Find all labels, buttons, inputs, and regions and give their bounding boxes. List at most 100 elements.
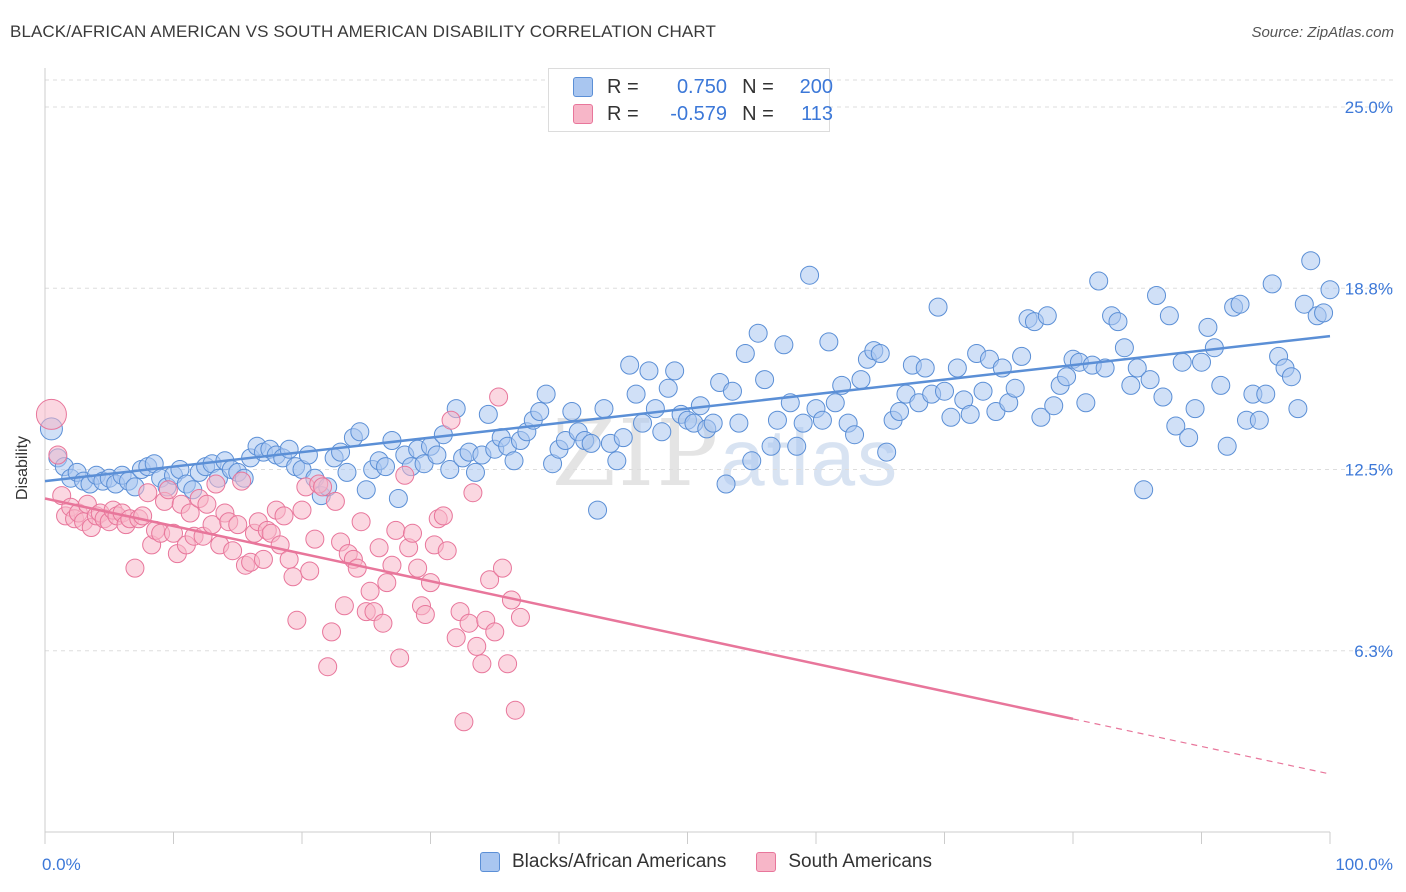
data-point: [1134, 480, 1154, 500]
trend-line-extrapolated: [1072, 718, 1331, 775]
data-point: [1121, 375, 1141, 395]
data-point: [180, 503, 200, 523]
data-point: [652, 422, 672, 442]
data-point: [851, 370, 871, 390]
data-point: [459, 613, 479, 633]
data-point: [325, 491, 345, 511]
data-point: [467, 636, 487, 656]
data-point: [1249, 410, 1269, 430]
data-point: [1198, 317, 1218, 337]
data-point: [373, 613, 393, 633]
data-point: [48, 445, 68, 465]
data-point: [1044, 396, 1064, 416]
data-point: [377, 573, 397, 593]
data-point: [1057, 367, 1077, 387]
y-tick-label: 12.5%: [1345, 461, 1393, 480]
data-point: [1159, 306, 1179, 326]
y-tick-label: 25.0%: [1345, 98, 1393, 117]
legend-r-value: 0.750: [676, 75, 727, 98]
data-point: [716, 474, 736, 494]
data-point: [138, 483, 158, 503]
data-point: [581, 433, 601, 453]
legend-r-label: R =: [607, 75, 639, 98]
data-point: [819, 332, 839, 352]
legend-row-blacks: R = 0.750 N = 200: [573, 75, 833, 99]
data-point: [390, 648, 410, 668]
data-point: [408, 558, 428, 578]
data-point: [890, 402, 910, 421]
data-point: [386, 520, 406, 540]
data-point: [1114, 338, 1134, 358]
data-point: [793, 413, 813, 433]
legend-item-blacks[interactable]: Blacks/African Americans: [480, 851, 726, 873]
data-point: [1179, 428, 1199, 448]
data-point: [1095, 358, 1115, 378]
data-point: [530, 402, 550, 421]
data-point: [1211, 375, 1231, 395]
data-point: [253, 549, 273, 569]
axes: [44, 68, 1331, 844]
data-point: [298, 445, 318, 465]
chart-title: BLACK/AFRICAN AMERICAN VS SOUTH AMERICAN…: [10, 22, 716, 41]
data-point: [498, 654, 518, 674]
data-point: [626, 384, 646, 404]
trend-lines: [44, 334, 1331, 775]
trend-line: [44, 334, 1331, 483]
data-point: [35, 398, 67, 430]
data-point: [351, 512, 371, 532]
data-point: [1288, 399, 1308, 419]
data-point: [658, 378, 678, 398]
data-point: [960, 404, 980, 424]
legend-swatch-south-americans: [756, 852, 777, 872]
data-point: [588, 500, 608, 520]
data-point: [1314, 303, 1334, 323]
trend-line: [44, 497, 1074, 721]
legend-n-label: N =: [742, 75, 774, 98]
data-point: [223, 541, 243, 561]
data-point: [274, 506, 294, 526]
data-point: [1192, 352, 1211, 372]
data-point: [613, 428, 633, 448]
data-point: [287, 610, 307, 630]
scatter-points: [35, 251, 1340, 732]
data-point: [1031, 407, 1051, 427]
data-point: [1166, 416, 1186, 436]
data-point: [1147, 286, 1167, 305]
data-point: [164, 523, 183, 543]
data-point: [133, 506, 153, 526]
data-point: [433, 506, 453, 526]
data-point: [800, 265, 820, 285]
data-point: [197, 494, 217, 514]
data-point: [935, 381, 954, 401]
data-point: [928, 297, 948, 317]
data-point: [334, 596, 354, 616]
data-point: [1301, 251, 1321, 271]
data-point: [478, 404, 498, 424]
legend-label-south-americans: South Americans: [788, 851, 932, 872]
data-point: [440, 460, 460, 479]
legend-label-blacks: Blacks/African Americans: [512, 851, 727, 872]
legend-swatch-south-americans: [573, 104, 593, 124]
data-point: [973, 381, 993, 401]
data-point: [228, 515, 248, 535]
data-point: [347, 558, 367, 578]
y-tick-label: 18.8%: [1345, 279, 1393, 298]
data-point: [787, 436, 807, 456]
legend-item-south-americans[interactable]: South Americans: [756, 851, 932, 873]
data-point: [1172, 352, 1192, 372]
data-point: [463, 483, 483, 503]
data-point: [465, 462, 485, 482]
data-point: [510, 607, 530, 627]
data-point: [742, 451, 762, 471]
data-point: [729, 413, 749, 433]
data-point: [639, 361, 659, 381]
data-point: [403, 523, 423, 543]
data-point: [812, 410, 832, 430]
data-point: [536, 384, 556, 404]
data-point: [825, 393, 845, 413]
data-point: [1140, 370, 1160, 390]
data-point: [665, 361, 685, 381]
legend-r-value: -0.579: [670, 102, 727, 125]
data-point: [427, 445, 447, 465]
